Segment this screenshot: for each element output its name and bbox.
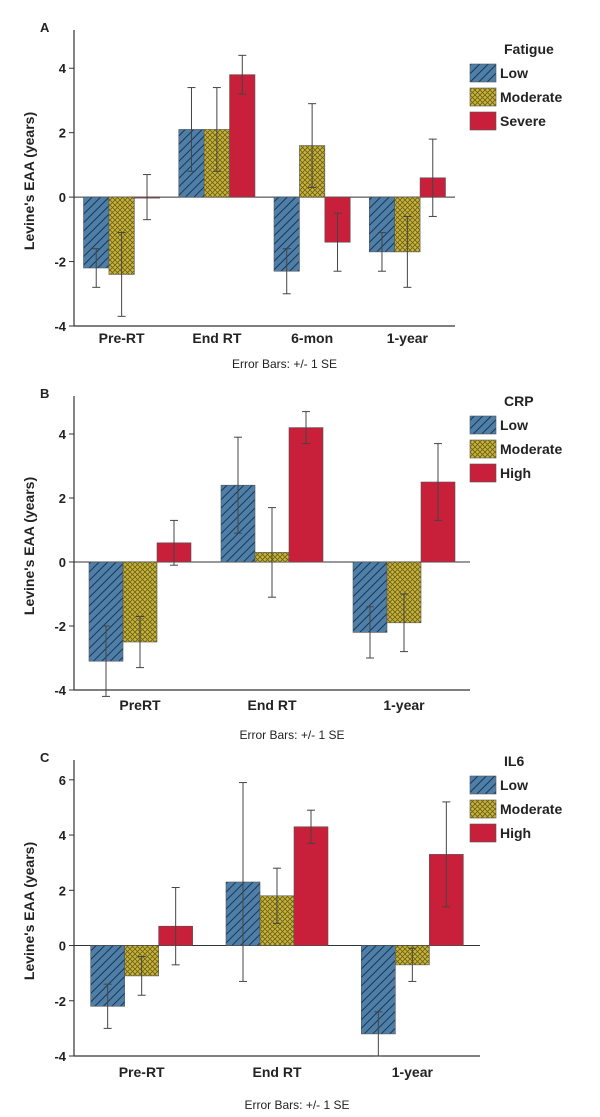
- y-tick-label: -4: [54, 1049, 66, 1064]
- legend-swatch-moderate: [469, 87, 497, 107]
- panel-c: C Levine's EAA (years) 6 4 2 0 -2 -4 Pre-RT End R…: [0, 744, 600, 1117]
- error-bars-footnote: Error Bars: +/- 1 SE: [232, 357, 337, 371]
- legend-title: Fatigue: [504, 41, 554, 57]
- y-axis-label: Levine's EAA (years): [21, 112, 37, 250]
- legend-swatch-low: [469, 775, 497, 795]
- legend-entry-low: Low: [500, 65, 528, 81]
- legend-swatch-moderate: [469, 439, 497, 459]
- legend-swatch-high: [469, 463, 497, 483]
- y-tick-label: 2: [59, 126, 66, 141]
- legend-title: CRP: [504, 393, 534, 409]
- bar-high-1: [293, 826, 329, 946]
- y-axis-label: Levine's EAA (years): [21, 842, 37, 980]
- y-tick-label: -2: [54, 619, 66, 634]
- category-label: PreRT: [119, 697, 161, 713]
- category-label: End RT: [192, 330, 241, 346]
- panel-label: C: [40, 750, 50, 765]
- bar-low-0: [88, 561, 124, 662]
- y-tick-label: 2: [59, 883, 66, 898]
- category-label: 1-year: [383, 697, 425, 713]
- legend-swatch-severe: [469, 111, 497, 131]
- y-tick-label: 4: [59, 61, 67, 76]
- legend-swatch-moderate: [469, 799, 497, 819]
- legend-entry-moderate: Moderate: [500, 801, 562, 817]
- y-tick-label: -2: [54, 255, 66, 270]
- legend-entry-moderate: Moderate: [500, 441, 562, 457]
- category-label: 1-year: [392, 1064, 434, 1080]
- panel-b: B Levine's EAA (years) 4 2 0 -2 -4 PreRT End RT 1…: [0, 372, 600, 744]
- legend-entry-high: High: [500, 825, 531, 841]
- legend-entry-low: Low: [500, 777, 528, 793]
- category-label: Pre-RT: [119, 1064, 165, 1080]
- category-label: End RT: [248, 697, 297, 713]
- y-tick-label: -4: [54, 319, 66, 334]
- y-tick-label: 4: [59, 828, 67, 843]
- y-tick-label: 0: [59, 555, 66, 570]
- y-axis-label: Levine's EAA (years): [21, 477, 37, 615]
- category-label: Pre-RT: [99, 330, 145, 346]
- category-label: End RT: [253, 1064, 302, 1080]
- chart-2: C Levine's EAA (years) 6 4 2 0 -2 -4 Pre-RT End R…: [21, 750, 562, 1112]
- y-tick-label: 0: [59, 190, 66, 205]
- panel-label: B: [40, 386, 49, 401]
- legend-entry-low: Low: [500, 417, 528, 433]
- category-label: 1-year: [387, 330, 429, 346]
- legend-entry-high: High: [500, 465, 531, 481]
- category-label: 6-mon: [291, 330, 333, 346]
- legend-swatch-low: [469, 415, 497, 435]
- chart-0: A Levine's EAA (years) 4 2 0 -2 -4 Pre-RT End RT…: [21, 20, 562, 371]
- legend-entry-severe: Severe: [500, 113, 546, 129]
- y-tick-label: 4: [59, 427, 67, 442]
- y-tick-label: -2: [54, 994, 66, 1009]
- legend-entry-moderate: Moderate: [500, 89, 562, 105]
- legend-title: IL6: [504, 753, 524, 769]
- y-tick-label: -4: [54, 683, 66, 698]
- y-tick-label: 2: [59, 491, 66, 506]
- chart-1: B Levine's EAA (years) 4 2 0 -2 -4 PreRT End RT 1…: [21, 386, 562, 742]
- y-tick-label: 6: [59, 773, 66, 788]
- error-bars-footnote: Error Bars: +/- 1 SE: [244, 1098, 349, 1112]
- bar-high-1: [288, 427, 324, 563]
- y-tick-label: 0: [59, 939, 66, 954]
- legend-swatch-low: [469, 63, 497, 83]
- panel-a: A Levine's EAA (years) 4 2 0 -2 -4 Pre-RT End RT…: [0, 0, 600, 372]
- panel-label: A: [40, 20, 50, 35]
- error-bars-footnote: Error Bars: +/- 1 SE: [239, 728, 344, 742]
- legend-swatch-high: [469, 823, 497, 843]
